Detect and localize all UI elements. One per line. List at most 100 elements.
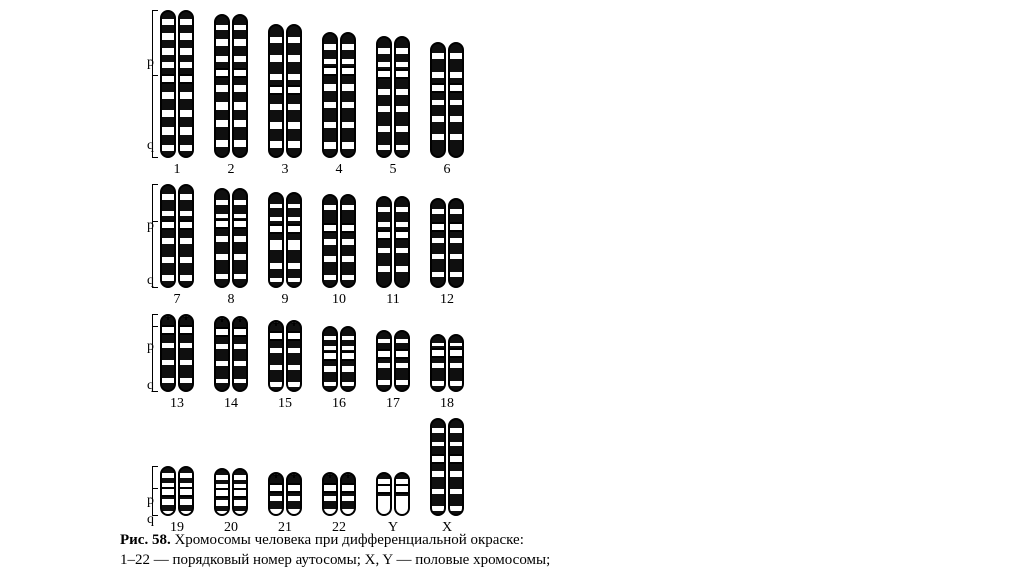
chromosome-number: 6	[444, 162, 451, 178]
figure-caption: Рис. 58. Хромосомы человека при дифферен…	[120, 530, 984, 571]
chromosome-number: 8	[228, 292, 235, 308]
chromatid	[394, 196, 410, 288]
chromosome-number: 11	[386, 292, 399, 308]
chromatid	[178, 466, 194, 516]
chromosome-number: 5	[390, 162, 397, 178]
chromatid	[430, 334, 446, 392]
chromosome-13: 13	[160, 314, 194, 412]
chromatid	[376, 472, 392, 516]
chromosome-pair	[160, 10, 194, 158]
chromatid	[268, 472, 284, 516]
chromosome-17: 17	[376, 330, 410, 412]
karyotype-figure: pq123456pq789101112pq131415161718pq19202…	[0, 0, 1024, 576]
chromosome-number: 14	[224, 396, 238, 412]
chromatid	[448, 42, 464, 158]
chromosome-pair	[160, 314, 194, 392]
chromatid	[340, 472, 356, 516]
chromosome-pair	[376, 472, 410, 516]
chromosome-pair	[376, 196, 410, 288]
chromosome-15: 15	[268, 320, 302, 412]
chromatid	[286, 24, 302, 158]
chromosome-pair	[376, 36, 410, 158]
chromosome-22: 22	[322, 472, 356, 536]
chromosome-number: 7	[174, 292, 181, 308]
chromatid	[322, 32, 338, 158]
chromosome-pair	[214, 188, 248, 288]
chromatid	[160, 314, 176, 392]
chromosome-number: 9	[282, 292, 289, 308]
chromatid	[322, 472, 338, 516]
chromatid	[376, 330, 392, 392]
chromosome-14: 14	[214, 316, 248, 412]
chromosome-number: 10	[332, 292, 346, 308]
chromatid	[232, 14, 248, 158]
chromosome-pair	[430, 418, 464, 516]
chromatid	[214, 188, 230, 288]
chromosome-16: 16	[322, 326, 356, 412]
chromatid	[232, 468, 248, 516]
chromatid	[322, 194, 338, 288]
chromatid	[286, 192, 302, 288]
chromosome-pair	[160, 466, 194, 516]
chromosome-number: 16	[332, 396, 346, 412]
chromatid	[160, 184, 176, 288]
chromatid	[448, 334, 464, 392]
chromosome-number: 18	[440, 396, 454, 412]
chromatid	[268, 320, 284, 392]
chromosome-3: 3	[268, 24, 302, 178]
chromosome-number: 2	[228, 162, 235, 178]
chromosome-11: 11	[376, 196, 410, 308]
karyotype-row: pq123456	[140, 10, 700, 178]
chromatid	[268, 192, 284, 288]
chromatid	[214, 468, 230, 516]
karyotype-row: pq789101112	[140, 184, 700, 308]
chromosome-pair	[430, 198, 464, 288]
chromatid	[394, 36, 410, 158]
chromosome-number: 13	[170, 396, 184, 412]
chromosome-19: 19	[160, 466, 194, 536]
chromatid	[160, 466, 176, 516]
chromatid	[376, 36, 392, 158]
chromosome-7: 7	[160, 184, 194, 308]
chromosome-pair	[214, 316, 248, 392]
caption-line2: 1–22 — порядковый номер аутосомы; X, Y —…	[120, 552, 550, 568]
chromosome-Y: Y	[376, 472, 410, 536]
chromatid	[430, 198, 446, 288]
chromosome-1: 1	[160, 10, 194, 178]
karyotype-grid: pq123456pq789101112pq131415161718pq19202…	[140, 10, 700, 542]
chromosome-21: 21	[268, 472, 302, 536]
chromatid	[322, 326, 338, 392]
chromatid	[394, 472, 410, 516]
chromosome-pair	[214, 468, 248, 516]
chromatid	[286, 320, 302, 392]
scale-bracket	[152, 466, 158, 516]
chromatid	[178, 10, 194, 158]
chromosome-number: 17	[386, 396, 400, 412]
karyotype-row: pq19202122YX	[140, 418, 700, 536]
chromosome-4: 4	[322, 32, 356, 178]
chromosome-pair	[268, 24, 302, 158]
chromosome-pair	[430, 42, 464, 158]
caption-title: Рис. 58.	[120, 532, 171, 548]
chromosome-2: 2	[214, 14, 248, 178]
chromosome-pair	[430, 334, 464, 392]
chromosome-20: 20	[214, 468, 248, 536]
scale-bracket	[152, 10, 158, 158]
scale-bracket	[152, 314, 158, 392]
chromosome-pair	[322, 472, 356, 516]
chromosome-pair	[268, 320, 302, 392]
chromatid	[268, 24, 284, 158]
chromatid	[430, 418, 446, 516]
chromosome-6: 6	[430, 42, 464, 178]
chromatid	[286, 472, 302, 516]
chromatid	[340, 194, 356, 288]
chromosome-number: 15	[278, 396, 292, 412]
caption-line1: Хромосомы человека при дифференциальной …	[174, 532, 523, 548]
chromosome-5: 5	[376, 36, 410, 178]
karyotype-row: pq131415161718	[140, 314, 700, 412]
chromosome-pair	[322, 326, 356, 392]
chromosome-10: 10	[322, 194, 356, 308]
chromatid	[178, 314, 194, 392]
chromosome-number: 3	[282, 162, 289, 178]
chromosome-18: 18	[430, 334, 464, 412]
